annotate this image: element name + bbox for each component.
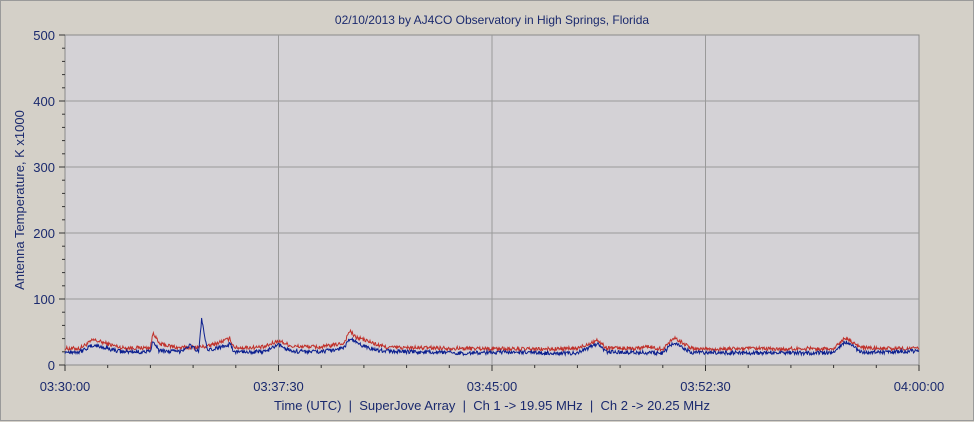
series-line-1 <box>64 328 920 353</box>
y-axis: 0 100 200 300 400 500 <box>33 28 65 373</box>
x-tick-label: 04:00:00 <box>894 379 945 394</box>
y-tick-label: 300 <box>33 160 55 175</box>
y-tick-label: 200 <box>33 226 55 241</box>
y-tick-label: 400 <box>33 94 55 109</box>
y-axis-label: Antenna Temperature, K x1000 <box>12 110 27 290</box>
y-tick-label: 0 <box>48 358 55 373</box>
grid <box>65 35 919 365</box>
x-axis: 03:30:00 03:37:30 03:45:00 03:52:30 04:00:00 <box>40 365 945 394</box>
x-tick-label: 03:52:30 <box>680 379 731 394</box>
series-line-2 <box>64 317 920 357</box>
y-tick-label: 500 <box>33 28 55 43</box>
x-axis-label: Time (UTC) | SuperJove Array | Ch 1 -> 1… <box>274 398 710 413</box>
y-tick-label: 100 <box>33 292 55 307</box>
x-tick-label: 03:30:00 <box>40 379 91 394</box>
chart-title: 02/10/2013 by AJ4CO Observatory in High … <box>335 13 649 27</box>
series-group <box>64 317 920 357</box>
x-tick-label: 03:45:00 <box>467 379 518 394</box>
x-tick-label: 03:37:30 <box>253 379 304 394</box>
